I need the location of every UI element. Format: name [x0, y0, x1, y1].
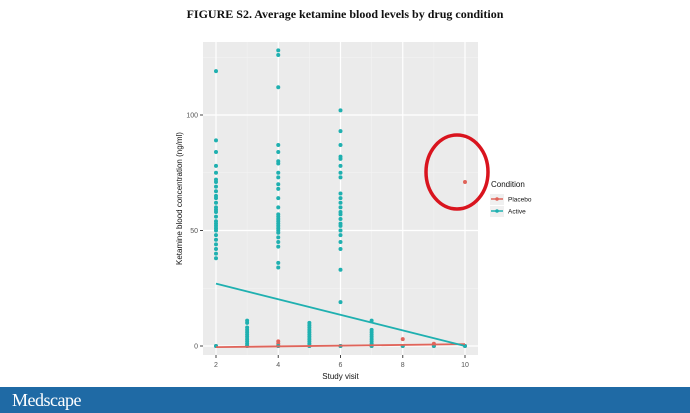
trend-line-active	[215, 282, 466, 347]
data-point	[214, 138, 218, 143]
medscape-logo: Medscape	[12, 390, 81, 410]
data-point	[214, 69, 218, 74]
data-point	[214, 251, 218, 256]
data-point	[338, 228, 343, 233]
data-point	[276, 196, 281, 201]
data-point	[214, 149, 218, 154]
data-point	[276, 240, 281, 245]
figure-title: FIGURE S2. Average ketamine blood levels…	[186, 7, 504, 21]
data-point	[214, 193, 218, 198]
data-point	[338, 163, 343, 168]
x-tick-label: 10	[461, 362, 469, 369]
data-point	[276, 48, 281, 53]
data-point	[276, 186, 281, 191]
data-point	[338, 233, 343, 238]
data-point	[338, 210, 343, 215]
x-tick-label: 6	[339, 362, 343, 369]
data-point	[276, 244, 281, 249]
data-point	[214, 184, 218, 189]
data-point	[463, 179, 467, 184]
data-point	[338, 108, 343, 113]
data-point	[338, 196, 343, 201]
legend-title: Condition	[491, 180, 525, 189]
y-axis-label: Ketamine blood concentration (ng/ml)	[175, 132, 184, 265]
data-point	[338, 170, 343, 175]
data-point	[338, 200, 343, 205]
data-point	[276, 235, 281, 240]
legend-key-point	[495, 197, 499, 201]
data-point	[338, 240, 343, 245]
data-point	[338, 175, 343, 180]
data-point	[214, 177, 218, 182]
legend-key-point	[495, 209, 499, 213]
data-point	[338, 154, 343, 159]
y-tick-label: 100	[186, 113, 198, 120]
data-point	[338, 221, 343, 226]
data-point	[276, 339, 281, 344]
data-point	[214, 219, 218, 224]
data-point	[276, 212, 281, 217]
legend-label-active: Active	[508, 209, 526, 216]
trend-line-placebo	[215, 343, 466, 349]
data-point	[276, 85, 281, 90]
x-axis-label: Study visit	[322, 372, 359, 381]
annotation-circle	[424, 133, 490, 211]
data-point	[276, 143, 281, 148]
x-tick-label: 2	[214, 362, 218, 369]
data-point	[214, 256, 218, 261]
data-point	[214, 237, 218, 242]
data-point	[276, 149, 281, 154]
data-point	[307, 320, 312, 325]
data-point	[214, 189, 218, 194]
data-point	[276, 52, 281, 57]
data-point	[214, 205, 218, 210]
data-point	[276, 205, 281, 210]
data-point	[338, 205, 343, 210]
data-point	[338, 191, 343, 196]
x-tick-label: 8	[401, 362, 405, 369]
data-point	[214, 163, 218, 168]
data-point	[338, 216, 343, 221]
data-point	[338, 246, 343, 251]
data-point	[276, 265, 281, 270]
data-point	[214, 200, 218, 205]
data-point	[245, 325, 250, 330]
data-point	[276, 175, 281, 180]
data-point	[338, 143, 343, 148]
data-point	[276, 182, 281, 187]
data-point	[400, 337, 405, 342]
data-point	[214, 214, 218, 219]
data-point	[214, 170, 218, 175]
data-point	[245, 318, 250, 323]
data-point	[276, 260, 281, 265]
y-tick-label: 50	[190, 228, 198, 235]
data-point	[214, 242, 218, 247]
footer-bar: Medscape	[0, 387, 690, 413]
data-point	[276, 170, 281, 175]
y-tick-label: 0	[194, 344, 198, 351]
x-tick-label: 4	[276, 362, 280, 369]
legend-label-placebo: Placebo	[508, 197, 532, 204]
data-point	[214, 246, 218, 251]
data-point	[338, 267, 343, 272]
data-point	[276, 159, 281, 164]
data-point	[369, 327, 374, 332]
data-point	[338, 300, 343, 305]
data-point	[214, 233, 218, 238]
series-active	[214, 48, 467, 348]
data-point	[338, 129, 343, 134]
